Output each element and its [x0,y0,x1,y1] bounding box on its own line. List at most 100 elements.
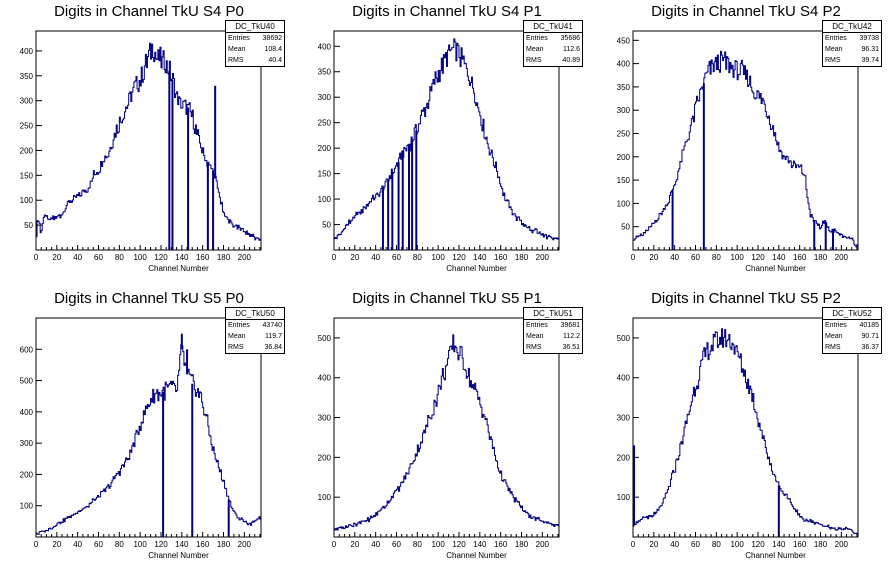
y-tick-label: 450 [617,36,631,45]
histogram-pad-5: Digits in Channel TkU S5 P2 0 20 40 60 80 100 1… [597,287,895,574]
x-tick-label: 120 [452,253,466,262]
x-axis-label: Channel Number [745,551,806,560]
x-tick-label: 0 [332,253,337,262]
x-tick-label: 200 [536,540,550,549]
chart-title: Digits in Channel TkU S4 P2 [651,3,841,20]
x-tick-label: 100 [431,253,445,262]
stats-value: 38692 [262,35,282,42]
y-tick-label: 200 [20,146,34,155]
x-tick-label: 20 [52,540,61,549]
histogram-plot: 0 20 40 60 80 100 120 140 160 180 200 50 100 150 200 25… [20,30,262,273]
stats-label: RMS [228,344,244,351]
y-tick-label: 250 [318,119,332,128]
histogram-line [633,328,858,535]
stats-box: DC_TkU41 Entries 35686 Mean 112.6 RMS 40.89 [523,20,583,67]
stats-row-mean: Mean 112.6 [524,44,582,55]
x-tick-label: 0 [631,540,636,549]
y-tick-label: 200 [20,470,34,479]
x-tick-label: 60 [94,253,103,262]
stats-row-mean: Mean 119.7 [226,331,284,342]
plot-frame [632,30,859,251]
x-tick-label: 100 [133,540,147,549]
stats-row-rms: RMS 39.74 [823,55,881,66]
x-axis-label: Channel Number [745,264,806,273]
y-tick-label: 200 [617,153,631,162]
y-tick-label: 200 [318,453,332,462]
y-tick-label: 400 [20,47,34,56]
y-tick-label: 350 [617,83,631,92]
stats-label: RMS [825,344,841,351]
stats-histogram-name: DC_TkU42 [823,21,881,33]
x-tick-label: 200 [835,253,849,262]
y-tick-label: 400 [318,374,332,383]
plot-frame [35,30,262,251]
stats-label: RMS [825,57,841,64]
y-tick-label: 400 [617,374,631,383]
x-tick-label: 20 [350,253,359,262]
histogram-line [633,50,858,248]
stats-value: 112.6 [563,46,580,53]
stats-row-mean: Mean 90.71 [823,331,881,342]
stats-value: 112.2 [563,333,580,340]
x-tick-label: 180 [515,253,529,262]
x-tick-label: 100 [431,540,445,549]
stats-label: Entries [825,322,847,329]
stats-row-rms: RMS 40.89 [524,55,582,66]
x-tick-label: 160 [494,253,508,262]
plot-frame [632,317,859,538]
x-tick-label: 0 [34,253,39,262]
stats-value: 40.89 [562,57,580,64]
histogram-line [334,334,559,531]
y-tick-label: 400 [617,60,631,69]
x-tick-label: 20 [649,540,658,549]
y-tick-label: 500 [20,377,34,386]
stats-row-mean: Mean 112.2 [524,331,582,342]
y-tick-label: 300 [318,414,332,423]
x-tick-label: 200 [238,540,252,549]
y-tick-label: 300 [20,97,34,106]
x-tick-label: 60 [392,540,401,549]
y-tick-label: 50 [24,221,33,230]
x-tick-label: 180 [217,540,231,549]
x-axis-label: Channel Number [446,551,507,560]
stats-row-rms: RMS 36.84 [226,342,284,353]
stats-row-entries: Entries 40185 [823,320,881,331]
y-tick-label: 600 [20,345,34,354]
chart-title: Digits in Channel TkU S5 P0 [54,290,244,307]
y-tick-label: 100 [20,196,34,205]
stats-label: Mean [526,333,544,340]
stats-row-entries: Entries 35686 [524,33,582,44]
x-tick-label: 160 [494,540,508,549]
x-tick-label: 20 [350,540,359,549]
y-tick-label: 200 [318,144,332,153]
stats-label: Mean [526,46,544,53]
x-tick-label: 140 [473,253,487,262]
histogram-plot: 0 20 40 60 80 100 120 140 160 180 200 100 200 300 400 5… [617,317,859,560]
histogram-pad-4: Digits in Channel TkU S5 P1 0 20 40 60 80 100 1… [298,287,596,574]
stats-label: Mean [825,46,843,53]
y-tick-label: 350 [318,68,332,77]
stats-value: 39.74 [861,57,879,64]
x-tick-label: 40 [670,253,679,262]
x-axis-label: Channel Number [446,264,507,273]
x-tick-label: 40 [670,540,679,549]
chart-title: Digits in Channel TkU S4 P0 [54,3,244,20]
x-tick-label: 40 [371,253,380,262]
x-tick-label: 180 [217,253,231,262]
x-tick-label: 80 [115,540,124,549]
stats-value: 36.84 [264,344,282,351]
x-tick-label: 120 [751,540,765,549]
x-tick-label: 120 [452,540,466,549]
stats-histogram-name: DC_TkU40 [226,21,284,33]
x-tick-label: 160 [793,253,807,262]
stats-label: RMS [228,57,244,64]
stats-label: Entries [825,35,847,42]
histogram-pad-2: Digits in Channel TkU S4 P2 0 20 40 60 80 100 1… [597,0,895,287]
histogram-pad-0: Digits in Channel TkU S4 P0 0 20 40 60 80 100 1… [0,0,298,287]
y-tick-label: 100 [617,493,631,502]
y-tick-label: 200 [617,453,631,462]
stats-value: 39681 [560,322,580,329]
histogram-line [36,42,261,241]
x-tick-label: 20 [52,253,61,262]
